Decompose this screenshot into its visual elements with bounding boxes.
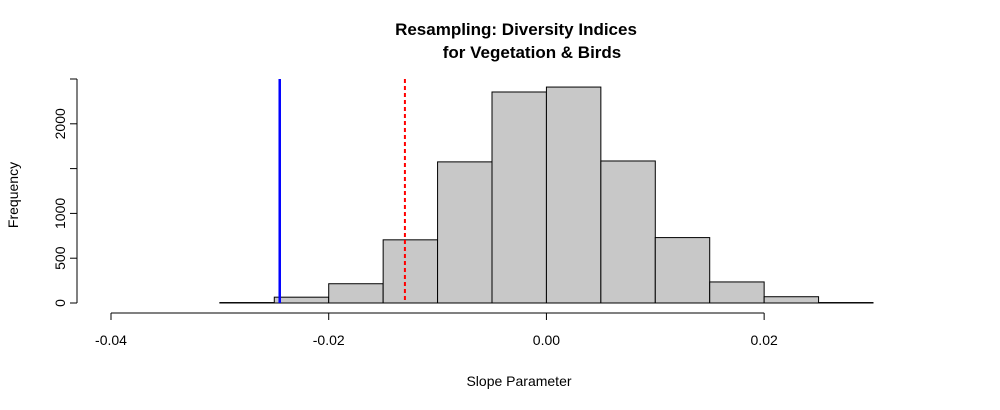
y-axis: 0 500 1000 2000 bbox=[52, 78, 78, 307]
chart-title: Resampling: Diversity Indices for Vegeta… bbox=[395, 20, 637, 62]
histogram-bar bbox=[382, 239, 439, 304]
x-axis: -0.04 -0.02 0.00 0.02 bbox=[95, 312, 778, 348]
histogram-bar bbox=[328, 283, 384, 304]
y-tick-label: 500 bbox=[52, 246, 68, 270]
x-tick-label: 0.02 bbox=[751, 332, 778, 348]
histogram-bar bbox=[654, 237, 711, 304]
reference-lines bbox=[278, 79, 406, 303]
y-tick-label: 0 bbox=[52, 299, 68, 307]
histogram-bar bbox=[437, 161, 493, 304]
y-tick-label: 1000 bbox=[52, 198, 68, 229]
histogram-bar bbox=[709, 281, 765, 304]
histogram-bar bbox=[600, 160, 656, 304]
x-axis-title: Slope Parameter bbox=[466, 373, 571, 389]
chart-title-line-1: Resampling: Diversity Indices bbox=[395, 20, 637, 39]
histogram-bars bbox=[219, 86, 874, 304]
histogram-bar bbox=[763, 296, 820, 304]
x-tick-label: 0.00 bbox=[533, 332, 560, 348]
y-tick-label: 2000 bbox=[52, 108, 68, 139]
chart-title-line-2: for Vegetation & Birds bbox=[443, 43, 622, 62]
histogram-bar bbox=[273, 296, 330, 304]
histogram-bar bbox=[545, 86, 602, 304]
x-tick-label: -0.04 bbox=[95, 332, 127, 348]
histogram-bar bbox=[491, 91, 547, 304]
y-axis-title: Frequency bbox=[5, 162, 21, 228]
x-tick-label: -0.02 bbox=[313, 332, 345, 348]
